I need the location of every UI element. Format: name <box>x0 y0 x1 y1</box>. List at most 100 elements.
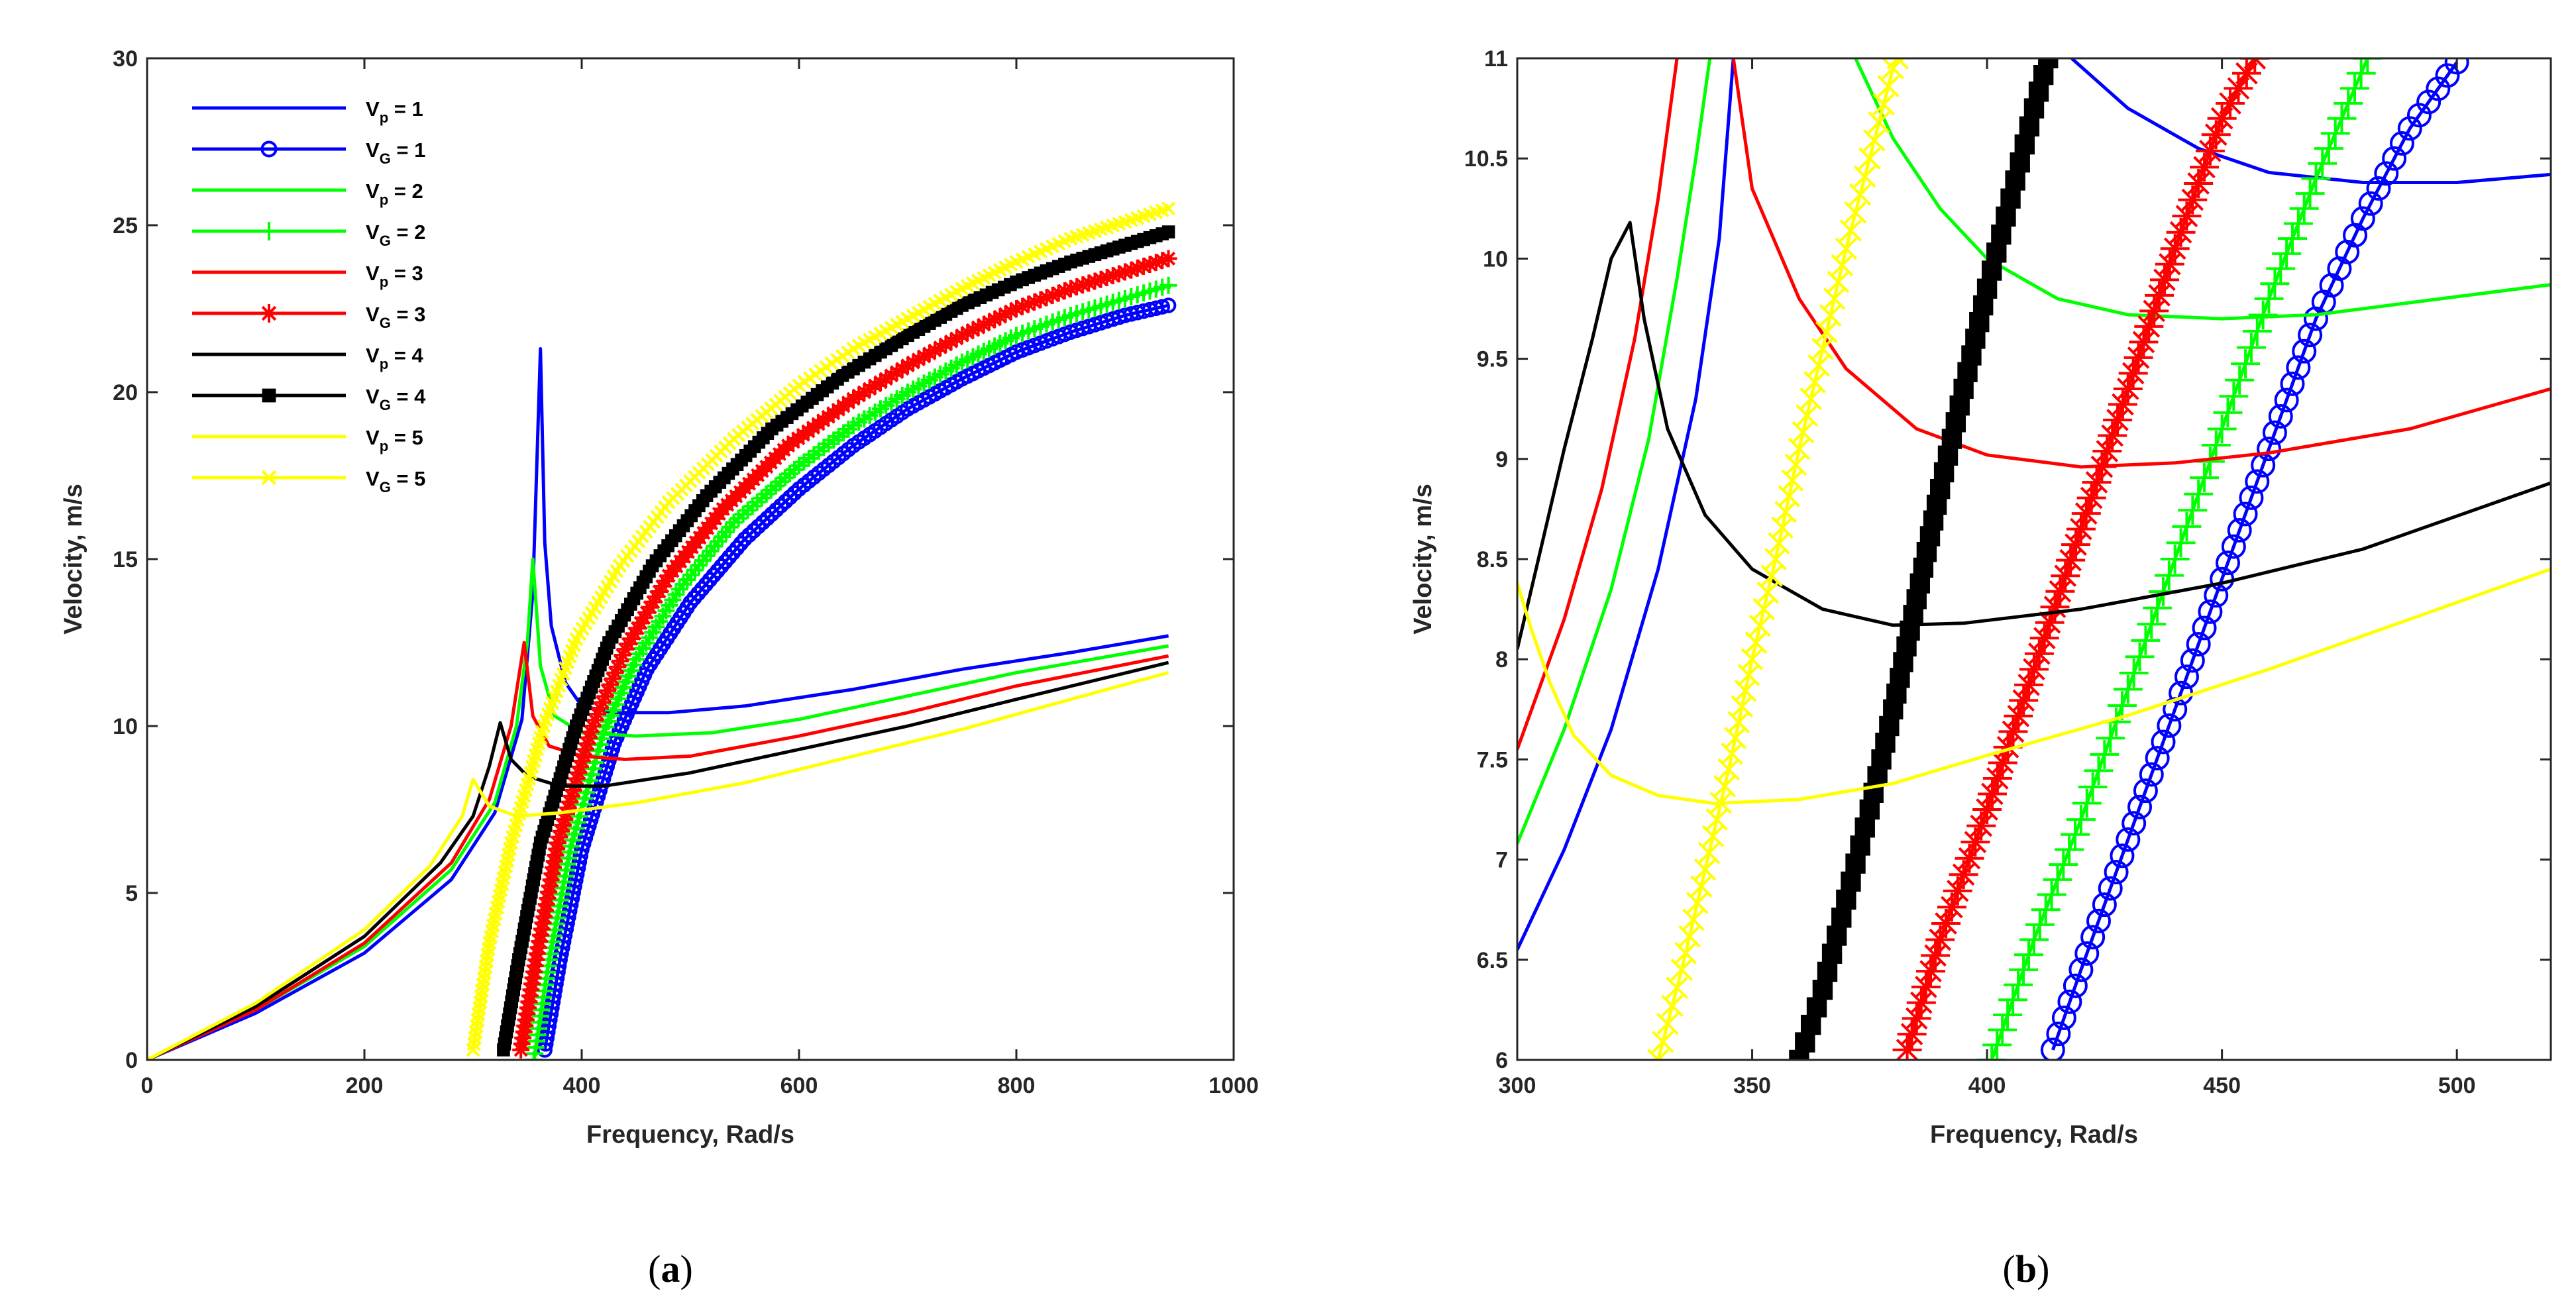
panel-a-series-5-marker <box>601 676 619 694</box>
panel-b-series-5-marker <box>2289 193 2319 223</box>
panel-b-series-12-marker <box>1666 976 1688 999</box>
panel-a-series-1-marker <box>1160 297 1177 313</box>
panel-b-series-2-marker <box>2157 713 2182 738</box>
panel-a-series-layer <box>147 201 1177 1060</box>
legend-label-4-value: = 3 <box>388 262 423 285</box>
panel-a-series-1-marker <box>755 514 771 531</box>
panel-a-series-5-marker <box>576 741 594 758</box>
panel-b-series-8-marker <box>1960 827 1990 857</box>
panel-a-series-5-marker <box>556 811 574 829</box>
panel-b-series-11-line <box>1517 567 2551 806</box>
panel-a-series-5-marker <box>877 370 895 388</box>
panel-b-series-5-marker <box>2231 349 2261 379</box>
panel-b-series-2-marker <box>2051 1005 2076 1030</box>
panel-a-x-tick-label: 0 <box>141 1073 154 1098</box>
legend-entry-8: Vp = 5 <box>192 426 423 454</box>
panel-b-series-10-marker <box>2000 188 2021 209</box>
panel-b-series-layer <box>1517 58 2551 1060</box>
panel-b-series-5-marker <box>2014 940 2044 970</box>
panel-b-series-12-marker <box>1697 841 1721 864</box>
panel-b-y-axis-label: Velocity, m/s <box>1409 484 1437 634</box>
panel-b-series-5-marker <box>2055 835 2084 864</box>
panel-b-series-12-marker <box>1858 147 1881 170</box>
panel-b-series-8-marker <box>1998 717 2028 747</box>
panel-a-series-1-marker <box>759 510 775 527</box>
panel-a-series-5-marker <box>614 646 631 664</box>
panel-b-series-5-marker <box>2019 925 2049 955</box>
panel-a-series-1-marker <box>786 485 802 501</box>
legend-label-6-value: = 4 <box>388 344 423 367</box>
legend-label-8-value: = 5 <box>388 426 423 449</box>
panel-b-series-8-marker <box>1993 732 2023 762</box>
panel-a-x-tick-label: 400 <box>563 1073 601 1098</box>
panel-a-series-5-marker <box>616 641 634 658</box>
panel-b-series-10-marker <box>1854 817 1875 838</box>
panel-b-series-8-marker <box>2108 390 2137 419</box>
panel-a-series-5-marker <box>570 764 588 782</box>
panel-a-series-5-marker <box>1128 259 1146 277</box>
legend-label-3-sub: G <box>380 233 391 249</box>
panel-b-series-12-marker <box>1760 564 1783 588</box>
panel-b-series-4-line <box>1854 58 2551 321</box>
legend-label-0-base: V <box>366 97 380 121</box>
panel-b-series-3 <box>1517 58 1712 845</box>
panel-b-series-5-marker <box>2242 317 2272 346</box>
panel-a-series-5-marker <box>1049 284 1067 302</box>
panel-b-series-8-marker <box>1911 972 1941 1002</box>
panel-a-series-5-marker <box>1141 256 1159 274</box>
panel-a-series-5-marker <box>850 387 868 405</box>
panel-b-series-2-marker <box>2174 664 2199 690</box>
panel-b-series-10-marker <box>1945 412 1966 433</box>
legend-label-4-sub: p <box>380 274 388 290</box>
panel-b-series-10-marker <box>1831 908 1852 928</box>
panel-b-series-12-marker <box>1693 858 1717 881</box>
legend-label-1-value: = 1 <box>391 138 426 162</box>
panel-b-series-2-marker <box>2221 534 2246 559</box>
panel-b-series-5-marker <box>2113 674 2143 704</box>
panel-b-series-8-marker <box>2051 561 2080 591</box>
panel-b-series-8-marker <box>2155 249 2184 279</box>
panel-b-series-12-marker <box>1792 421 1815 444</box>
panel-a-series-5-marker <box>575 747 593 764</box>
legend-label-4: Vp = 3 <box>366 262 423 290</box>
panel-a-series-5-marker <box>578 735 596 753</box>
panel-b-series-8 <box>1892 58 2270 1060</box>
panel-a-legend: Vp = 1VG = 1Vp = 2VG = 2Vp = 3VG = 3Vp =… <box>192 97 426 496</box>
panel-a-series-5-marker <box>861 380 879 397</box>
panel-b-series-3-line <box>1517 58 1712 845</box>
panel-b-series-9 <box>1517 221 2551 650</box>
panel-b-series-5-marker <box>2353 58 2383 73</box>
panel-b-y-tick-label: 9 <box>1495 447 1508 472</box>
panel-b-series-2-marker <box>2074 941 2100 966</box>
panel-a-series-1-marker <box>1154 299 1170 315</box>
panel-a-y-tick-label: 20 <box>113 380 138 405</box>
panel-b-series-5-marker <box>2334 89 2363 119</box>
panel-a-series-2 <box>147 557 1169 1060</box>
panel-b-series-12-marker <box>1690 875 1713 898</box>
panel-a-series-5 <box>512 250 1177 1059</box>
panel-b-series-5-marker <box>2295 179 2325 209</box>
panel-b-series-12-marker <box>1796 404 1819 427</box>
panel-b-series-5-marker <box>2301 164 2331 193</box>
panel-a-series-6 <box>147 660 1169 1060</box>
panel-b-series-5-marker <box>2283 209 2313 238</box>
panel-a-series-5-marker <box>596 688 614 706</box>
panel-a-y-tick-label: 5 <box>125 881 138 906</box>
panel-a-series-5-marker <box>572 758 590 776</box>
panel-a-series-5-marker <box>981 313 998 331</box>
panel-a-series-5-marker <box>1062 280 1079 297</box>
panel-b-series-10-marker <box>1972 295 1994 316</box>
panel-b-series-10-marker <box>1859 799 1880 820</box>
legend-marker-9 <box>261 470 277 486</box>
panel-b-series-8-marker <box>2019 654 2049 684</box>
panel-b-series-2-marker <box>2063 973 2088 998</box>
panel-a-series-5-marker <box>883 366 900 384</box>
panel-b-y-tick-label: 10 <box>1483 246 1508 272</box>
panel-b-series-2-marker <box>2086 908 2111 933</box>
panel-a-series-5-marker <box>1098 268 1116 286</box>
panel-a-series-5-marker <box>632 614 650 632</box>
panel-a-series-5-marker <box>599 682 617 700</box>
legend-entry-7: VG = 4 <box>192 385 426 413</box>
panel-a-series-5-marker <box>991 308 1009 326</box>
